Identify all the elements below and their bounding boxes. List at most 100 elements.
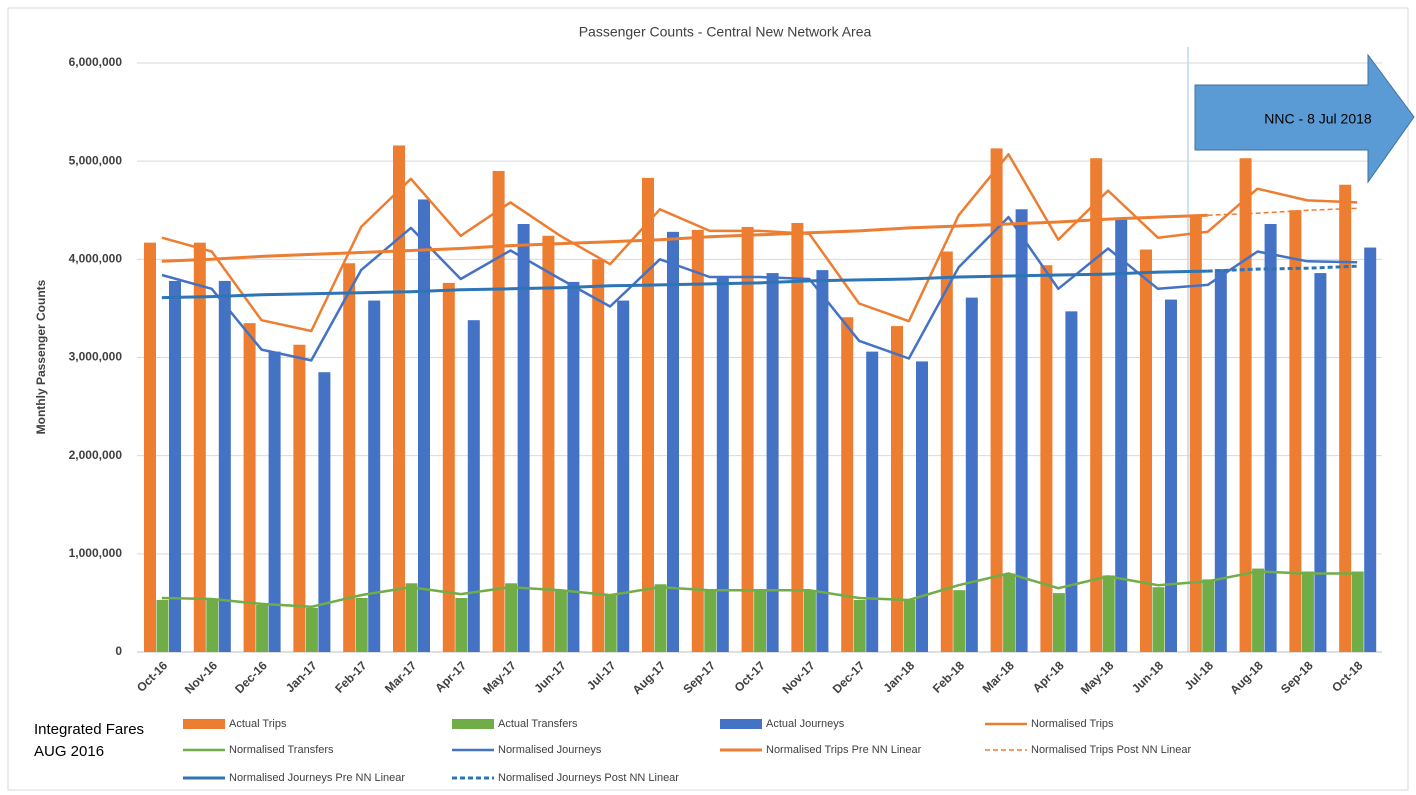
bar bbox=[841, 317, 854, 652]
bar bbox=[1301, 571, 1314, 652]
bar bbox=[355, 598, 368, 652]
line bbox=[161, 570, 1358, 609]
bar bbox=[604, 595, 617, 652]
nnc-annotation: NNC - 8 Jul 2018 bbox=[1264, 111, 1372, 127]
bar bbox=[405, 583, 418, 652]
bar bbox=[642, 177, 654, 653]
bar bbox=[953, 590, 966, 652]
bar bbox=[542, 235, 555, 653]
bar bbox=[393, 145, 405, 652]
bar bbox=[256, 604, 269, 652]
bar bbox=[1314, 273, 1327, 652]
bar bbox=[1214, 269, 1227, 652]
bar bbox=[193, 242, 206, 652]
bar bbox=[517, 223, 530, 652]
legend-label: Actual Journeys bbox=[766, 718, 845, 730]
chart-title: Passenger Counts - Central New Network A… bbox=[579, 24, 872, 40]
bar bbox=[667, 231, 679, 652]
bar bbox=[1252, 568, 1265, 652]
bar bbox=[554, 590, 567, 652]
legend-label: Actual Transfers bbox=[498, 718, 578, 730]
y-tick-label: 0 bbox=[115, 644, 122, 658]
bar bbox=[169, 280, 181, 652]
legend-label: Normalised Journeys bbox=[498, 744, 602, 756]
line bbox=[161, 269, 1208, 300]
bar bbox=[318, 372, 331, 652]
bar bbox=[1102, 575, 1115, 652]
line bbox=[1207, 207, 1358, 216]
bar bbox=[853, 599, 866, 652]
bar bbox=[1264, 223, 1277, 652]
bar bbox=[206, 599, 219, 652]
legend-label: Normalised Journeys Post NN Linear bbox=[498, 772, 679, 784]
bar bbox=[1189, 215, 1202, 653]
legend-swatch bbox=[183, 719, 225, 729]
bar bbox=[218, 280, 231, 652]
bar bbox=[1003, 573, 1016, 652]
legend-swatch bbox=[452, 719, 494, 729]
legend-label: Actual Trips bbox=[229, 718, 287, 730]
legend-label: Normalised Transfers bbox=[229, 744, 334, 756]
bar bbox=[505, 583, 518, 652]
line bbox=[1207, 264, 1358, 273]
bar bbox=[455, 598, 468, 652]
bar bbox=[243, 323, 256, 652]
bar bbox=[866, 351, 879, 652]
bar bbox=[1351, 571, 1364, 652]
bar bbox=[816, 270, 829, 652]
y-tick-label: 4,000,000 bbox=[69, 252, 123, 266]
legend-swatch bbox=[720, 719, 762, 729]
y-axis-label: Monthly Passenger Counts bbox=[34, 279, 48, 434]
bar bbox=[1202, 579, 1215, 652]
bar bbox=[704, 590, 717, 652]
bar bbox=[965, 297, 978, 652]
bar bbox=[916, 361, 928, 652]
plot-area: 0 1,000,000 2,000,000 3,000,000 4,000,000 5,0… bbox=[69, 55, 1382, 697]
bar bbox=[1239, 158, 1252, 652]
y-tick-label: 1,000,000 bbox=[69, 546, 123, 560]
bar bbox=[1152, 587, 1165, 652]
bar bbox=[940, 251, 953, 653]
y-tick-label: 2,000,000 bbox=[69, 448, 123, 462]
bar bbox=[754, 590, 767, 652]
bar bbox=[891, 326, 903, 652]
bar bbox=[691, 229, 704, 652]
bar bbox=[592, 259, 605, 652]
bar bbox=[368, 300, 381, 652]
bar bbox=[654, 584, 667, 652]
bar bbox=[1289, 210, 1302, 652]
bar bbox=[791, 223, 804, 653]
bar bbox=[467, 320, 480, 652]
bar bbox=[1165, 299, 1177, 652]
bar bbox=[1140, 249, 1152, 652]
line bbox=[161, 215, 1358, 362]
bar bbox=[293, 344, 306, 652]
bar bbox=[766, 273, 779, 652]
side-note: AUG 2016 bbox=[34, 743, 104, 760]
line bbox=[161, 153, 1358, 333]
bar bbox=[741, 226, 754, 652]
bar bbox=[1052, 593, 1065, 652]
bar bbox=[268, 351, 281, 652]
nnc-arrow bbox=[1194, 53, 1415, 184]
legend-label: Normalised Trips Pre NN Linear bbox=[766, 744, 922, 756]
bar bbox=[617, 300, 630, 652]
bar bbox=[1339, 184, 1352, 652]
bar bbox=[492, 170, 505, 652]
bar bbox=[1115, 218, 1128, 652]
side-note: Integrated Fares bbox=[34, 721, 144, 738]
y-tick-label: 5,000,000 bbox=[69, 153, 123, 167]
line bbox=[161, 213, 1208, 263]
legend-label: Normalised Trips bbox=[1031, 718, 1114, 730]
bar bbox=[418, 199, 430, 652]
y-tick-label: 6,000,000 bbox=[69, 55, 123, 69]
bar bbox=[803, 590, 816, 652]
bar bbox=[1065, 311, 1078, 652]
bar bbox=[903, 599, 916, 652]
bar bbox=[156, 599, 169, 652]
bar bbox=[1040, 265, 1053, 652]
bar bbox=[1364, 247, 1377, 652]
bar bbox=[343, 263, 356, 652]
bar bbox=[990, 148, 1003, 652]
